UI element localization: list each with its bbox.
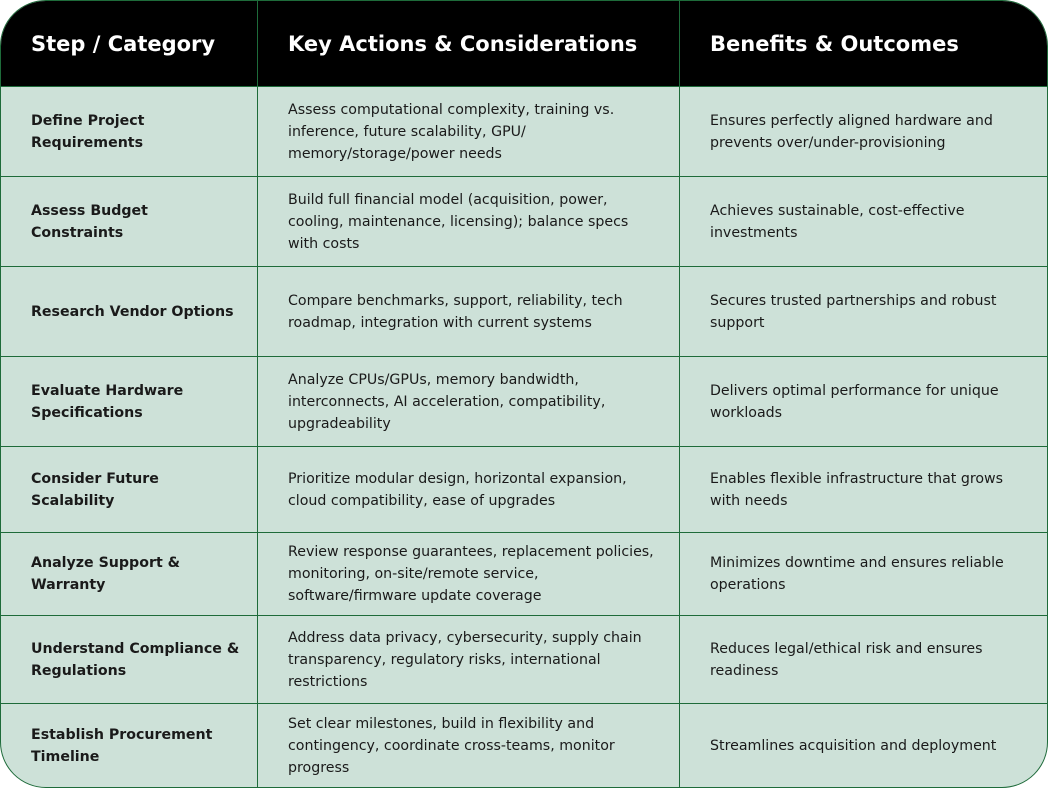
benefits-cell: Enables flexible infrastructure that gro… [680, 447, 1047, 533]
benefits-cell: Secures trusted partnerships and robust … [680, 267, 1047, 357]
benefits-cell: Achieves sustainable, cost-effective inv… [680, 177, 1047, 267]
actions-cell: Prioritize modular design, horizontal ex… [258, 447, 680, 533]
header-benefits: Benefits & Outcomes [680, 1, 1047, 87]
step-cell: Understand Compliance & Regulations [1, 616, 258, 704]
step-cell: Establish Procurement Timeline [1, 704, 258, 787]
header-actions: Key Actions & Considerations [258, 1, 680, 87]
actions-cell: Set clear milestones, build in flexibili… [258, 704, 680, 787]
actions-cell: Build full financial model (acquisition,… [258, 177, 680, 267]
step-cell: Evaluate Hardware Specifications [1, 357, 258, 447]
benefits-cell: Ensures perfectly aligned hardware and p… [680, 87, 1047, 177]
step-cell: Analyze Support & Warranty [1, 533, 258, 616]
actions-cell: Analyze CPUs/GPUs, memory bandwidth, int… [258, 357, 680, 447]
benefits-cell: Minimizes downtime and ensures reliable … [680, 533, 1047, 616]
benefits-cell: Reduces legal/ethical risk and ensures r… [680, 616, 1047, 704]
header-step: Step / Category [1, 1, 258, 87]
benefits-cell: Streamlines acquisition and deployment [710, 737, 997, 754]
step-cell: Assess Budget Constraints [1, 177, 258, 267]
actions-cell: Address data privacy, cybersecurity, sup… [258, 616, 680, 704]
step-cell: Research Vendor Options [1, 267, 258, 357]
step-cell: Consider Future Scalability [1, 447, 258, 533]
benefits-cell: Delivers optimal performance for unique … [680, 357, 1047, 447]
actions-cell: Compare benchmarks, support, reliability… [258, 267, 680, 357]
actions-cell: Review response guarantees, replacement … [258, 533, 680, 616]
actions-cell: Assess computational complexity, trainin… [258, 87, 680, 177]
step-cell: Define Project Requirements [1, 87, 258, 177]
